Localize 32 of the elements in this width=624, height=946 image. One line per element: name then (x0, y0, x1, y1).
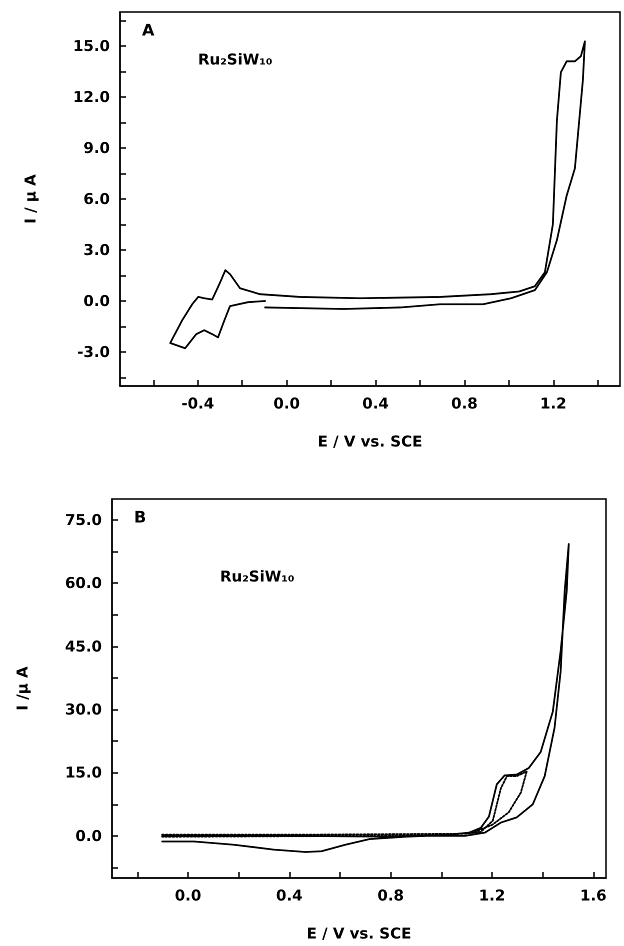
annotation: Ru₂SiW₁₀ (198, 50, 272, 68)
y-tick-label: 3.0 (83, 241, 110, 259)
y-tick-label: 0.0 (83, 292, 110, 310)
x-tick-label: 0.8 (377, 886, 404, 904)
y-axis-title: I /μ A (14, 666, 32, 711)
y-tick-label: 30.0 (64, 700, 102, 719)
line-series (169, 40, 586, 350)
annotation: Ru₂SiW₁₀ (220, 568, 294, 586)
y-tick-label: 0.0 (75, 826, 102, 845)
x-axis-title: E / V vs. SCE (306, 924, 412, 942)
x-tick-label: 1.2 (540, 394, 567, 412)
y-tick-label: 15.0 (72, 37, 110, 55)
x-axis-title: E / V vs. SCE (318, 432, 422, 450)
y-tick-label: 9.0 (83, 139, 110, 157)
x-tick-label: 0.4 (276, 886, 303, 904)
y-tick-label: 75.0 (64, 511, 102, 530)
y-axis-title: I / μ A (22, 174, 40, 224)
x-tick-label: 1.6 (580, 886, 607, 904)
annotation: B (134, 508, 146, 526)
y-tick-label: 45.0 (64, 637, 102, 656)
y-tick-label: -3.0 (77, 343, 110, 361)
x-tick-label: 0.4 (362, 394, 389, 412)
annotation: A (142, 20, 155, 40)
x-tick-label: -0.4 (181, 394, 214, 412)
x-tick-label: 1.2 (478, 886, 506, 904)
x-tick-label: 0.8 (451, 394, 478, 412)
y-tick-label: 15.0 (64, 764, 102, 782)
x-tick-label: 0.0 (273, 394, 300, 412)
x-tick-label: 0.0 (174, 886, 202, 904)
y-tick-label: 60.0 (64, 574, 102, 592)
y-tick-label: 6.0 (83, 190, 110, 208)
y-tick-label: 12.0 (72, 88, 110, 106)
